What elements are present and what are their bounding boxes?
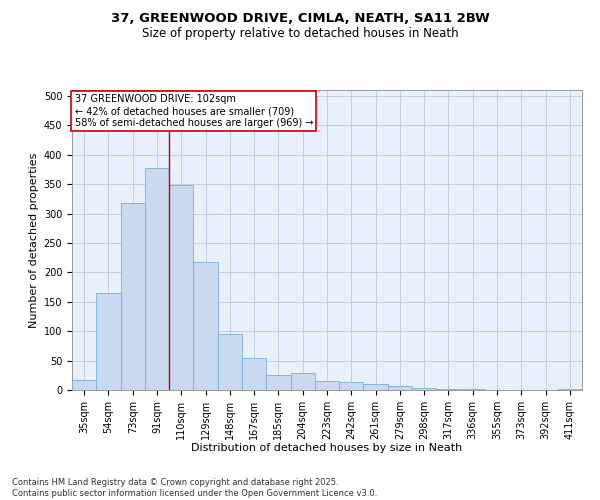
Bar <box>315 381 339 390</box>
Bar <box>193 262 218 390</box>
Bar <box>290 373 315 390</box>
Bar <box>72 380 96 390</box>
Bar <box>242 358 266 390</box>
Text: 37 GREENWOOD DRIVE: 102sqm
← 42% of detached houses are smaller (709)
58% of sem: 37 GREENWOOD DRIVE: 102sqm ← 42% of deta… <box>74 94 313 128</box>
Text: 37, GREENWOOD DRIVE, CIMLA, NEATH, SA11 2BW: 37, GREENWOOD DRIVE, CIMLA, NEATH, SA11 … <box>110 12 490 26</box>
Bar <box>96 293 121 390</box>
Bar <box>121 203 145 390</box>
Y-axis label: Number of detached properties: Number of detached properties <box>29 152 40 328</box>
Bar <box>412 388 436 390</box>
Bar <box>339 382 364 390</box>
Text: Contains HM Land Registry data © Crown copyright and database right 2025.
Contai: Contains HM Land Registry data © Crown c… <box>12 478 377 498</box>
Text: Size of property relative to detached houses in Neath: Size of property relative to detached ho… <box>142 28 458 40</box>
Bar <box>266 376 290 390</box>
Bar <box>145 168 169 390</box>
Bar <box>218 334 242 390</box>
Bar <box>436 389 461 390</box>
Bar <box>388 386 412 390</box>
X-axis label: Distribution of detached houses by size in Neath: Distribution of detached houses by size … <box>191 444 463 454</box>
Bar <box>364 384 388 390</box>
Bar <box>169 186 193 390</box>
